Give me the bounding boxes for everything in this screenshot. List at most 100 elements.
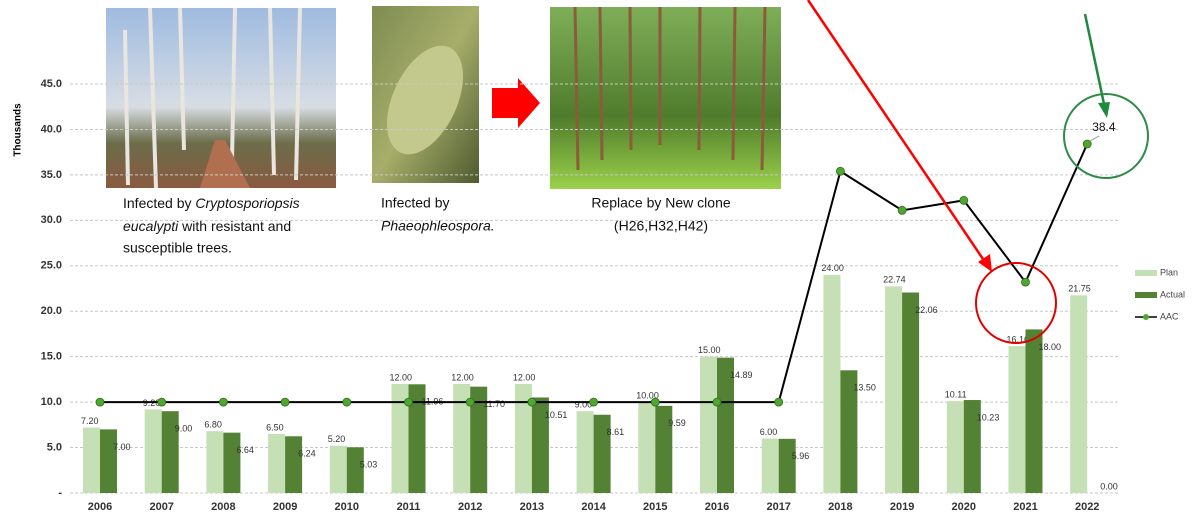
legend-label: Actual bbox=[1160, 289, 1185, 299]
x-tick-label: 2020 bbox=[952, 501, 976, 513]
legend-label: Plan bbox=[1160, 267, 1178, 277]
marker bbox=[1021, 277, 1030, 287]
bar bbox=[100, 429, 117, 493]
bar bbox=[823, 274, 841, 493]
marker bbox=[465, 397, 475, 407]
marker bbox=[897, 205, 907, 215]
x-tick-label: 2006 bbox=[88, 501, 112, 513]
x-tick-label: 2014 bbox=[581, 501, 606, 513]
value-label: 22.74 bbox=[883, 275, 906, 285]
y-tick-label: - bbox=[58, 487, 62, 499]
y-tick-label: 25.0 bbox=[41, 260, 62, 272]
bar bbox=[470, 386, 488, 493]
value-label: 6.00 bbox=[760, 427, 778, 437]
x-tick-label: 2009 bbox=[273, 501, 297, 513]
x-tick-label: 2011 bbox=[397, 501, 421, 513]
bar bbox=[840, 370, 858, 493]
value-label: 10.51 bbox=[545, 410, 568, 420]
bar bbox=[593, 414, 611, 493]
marker bbox=[774, 397, 784, 407]
bar bbox=[655, 405, 673, 493]
bar bbox=[83, 427, 100, 493]
value-label: 6.50 bbox=[266, 422, 284, 432]
value-label: 16.16 bbox=[1007, 334, 1030, 344]
caption: Replace by New clone bbox=[591, 195, 731, 211]
marker bbox=[712, 397, 722, 407]
leader-line bbox=[1089, 135, 1100, 142]
value-label: 13.50 bbox=[853, 383, 876, 393]
bar bbox=[161, 411, 179, 493]
caption: Phaeophleospora. bbox=[381, 218, 495, 234]
bar bbox=[1070, 295, 1088, 493]
y-axis-label: Thousands bbox=[13, 103, 24, 157]
photo-infected-stand bbox=[106, 7, 336, 189]
y-tick-label: 15.0 bbox=[41, 351, 62, 363]
x-tick-label: 2022 bbox=[1075, 501, 1099, 513]
value-label: 6.80 bbox=[204, 420, 222, 430]
bar bbox=[268, 433, 286, 493]
bar bbox=[638, 402, 656, 493]
x-tick-label: 2010 bbox=[335, 501, 359, 513]
x-tick-label: 2008 bbox=[211, 501, 235, 513]
caption: Infected by bbox=[381, 195, 450, 211]
bar bbox=[391, 383, 409, 493]
bar bbox=[717, 357, 734, 493]
bar bbox=[408, 384, 426, 493]
bar bbox=[514, 383, 532, 493]
value-label: 10.23 bbox=[977, 412, 1000, 422]
legend-swatch bbox=[1135, 292, 1157, 298]
y-tick-label: 5.0 bbox=[47, 441, 62, 453]
value-label: 18.00 bbox=[1039, 342, 1062, 352]
x-tick-label: 2012 bbox=[458, 501, 482, 513]
bar bbox=[946, 401, 964, 493]
x-tick-label: 2007 bbox=[149, 501, 173, 513]
value-label: 12.00 bbox=[390, 372, 413, 382]
bar bbox=[329, 445, 347, 493]
marker bbox=[95, 397, 105, 407]
caption: eucalypti with resistant and bbox=[123, 218, 291, 234]
bar bbox=[206, 431, 224, 493]
value-label: 14.89 bbox=[730, 370, 753, 380]
bar bbox=[778, 438, 796, 493]
value-label: 7.20 bbox=[81, 416, 99, 426]
y-tick-label: 30.0 bbox=[41, 214, 62, 226]
marker bbox=[959, 195, 969, 205]
marker bbox=[342, 397, 352, 407]
y-tick-label: 10.0 bbox=[41, 396, 62, 408]
caption: (H26,H32,H42) bbox=[614, 218, 708, 234]
bar bbox=[1025, 329, 1043, 493]
bar bbox=[285, 436, 303, 493]
x-tick-label: 2016 bbox=[705, 501, 729, 513]
x-tick-label: 2018 bbox=[828, 501, 852, 513]
marker bbox=[589, 397, 598, 407]
value-label: 12.00 bbox=[451, 372, 474, 382]
bar bbox=[346, 447, 364, 493]
y-tick-label: 20.0 bbox=[41, 305, 62, 317]
value-label: 9.00 bbox=[575, 400, 593, 410]
value-label: 21.75 bbox=[1068, 284, 1091, 294]
x-tick-label: 2015 bbox=[643, 501, 667, 513]
photo-new-clone bbox=[550, 6, 781, 189]
callouts bbox=[806, 0, 1149, 344]
value-label: 10.00 bbox=[636, 390, 659, 400]
value-label: 22.06 bbox=[915, 305, 938, 315]
value-label: 7.00 bbox=[113, 442, 131, 452]
value-label: 24.00 bbox=[821, 263, 844, 273]
bar bbox=[885, 286, 903, 493]
caption: Infected by Cryptosporiopsis bbox=[123, 195, 300, 211]
value-label: 9.00 bbox=[175, 424, 193, 434]
value-label: 8.61 bbox=[607, 427, 625, 437]
marker bbox=[1082, 139, 1092, 149]
value-label: 9.59 bbox=[668, 418, 686, 428]
bar bbox=[144, 409, 162, 493]
marker bbox=[527, 397, 537, 407]
bar bbox=[576, 411, 594, 493]
bar bbox=[761, 438, 779, 493]
marker bbox=[218, 397, 228, 407]
photo-leaf bbox=[372, 6, 479, 183]
value-label: 6.24 bbox=[298, 449, 316, 459]
x-tick-label: 2013 bbox=[520, 501, 544, 513]
caption: susceptible trees. bbox=[123, 240, 232, 256]
x-tick-label: 2021 bbox=[1013, 501, 1037, 513]
